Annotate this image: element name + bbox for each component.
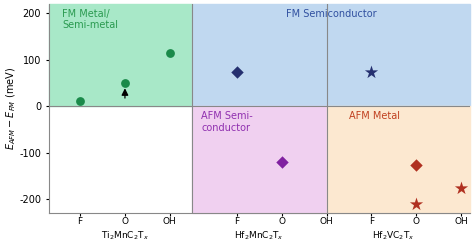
Point bbox=[412, 162, 420, 166]
Point bbox=[367, 70, 375, 74]
Bar bbox=[49, 4, 192, 106]
Point bbox=[278, 160, 285, 164]
Text: FM Semiconductor: FM Semiconductor bbox=[286, 9, 376, 19]
Point bbox=[457, 186, 465, 190]
Point bbox=[233, 70, 241, 74]
Point bbox=[412, 202, 420, 206]
Point bbox=[121, 81, 129, 85]
Text: FM Metal/
Semi-metal: FM Metal/ Semi-metal bbox=[62, 9, 118, 31]
Text: Hf$_2$MnC$_2$T$_x$: Hf$_2$MnC$_2$T$_x$ bbox=[235, 230, 284, 242]
Point bbox=[166, 51, 173, 55]
Text: Hf$_2$VC$_2$T$_x$: Hf$_2$VC$_2$T$_x$ bbox=[373, 230, 415, 242]
Point bbox=[76, 99, 84, 103]
Bar bbox=[192, 106, 327, 213]
Text: AFM Metal: AFM Metal bbox=[349, 111, 400, 121]
Bar bbox=[327, 106, 470, 213]
Text: AFM Semi-
conductor: AFM Semi- conductor bbox=[201, 111, 253, 133]
Y-axis label: $E_{AFM}-E_{FM}$ (meV): $E_{AFM}-E_{FM}$ (meV) bbox=[4, 67, 18, 150]
Bar bbox=[192, 4, 470, 106]
Text: Ti$_2$MnC$_2$T$_x$: Ti$_2$MnC$_2$T$_x$ bbox=[101, 230, 149, 242]
